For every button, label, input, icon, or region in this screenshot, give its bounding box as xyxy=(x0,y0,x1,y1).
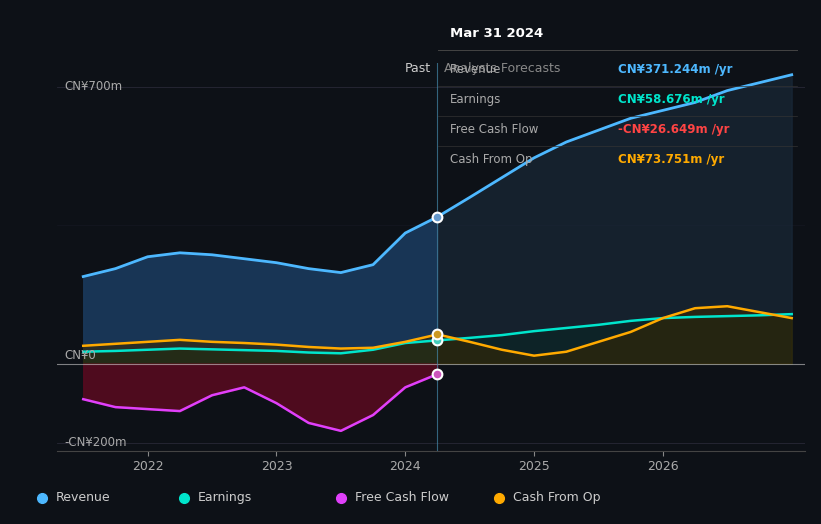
Text: Earnings: Earnings xyxy=(198,492,252,504)
Text: CN¥0: CN¥0 xyxy=(64,348,96,362)
Text: Revenue: Revenue xyxy=(450,63,501,77)
Text: Free Cash Flow: Free Cash Flow xyxy=(450,123,538,136)
Text: CN¥58.676m /yr: CN¥58.676m /yr xyxy=(617,93,724,106)
Text: Mar 31 2024: Mar 31 2024 xyxy=(450,27,543,40)
Text: CN¥73.751m /yr: CN¥73.751m /yr xyxy=(617,152,724,166)
Text: Cash From Op: Cash From Op xyxy=(513,492,600,504)
Text: Revenue: Revenue xyxy=(56,492,111,504)
Text: Analysts Forecasts: Analysts Forecasts xyxy=(444,62,560,75)
Text: Cash From Op: Cash From Op xyxy=(450,152,532,166)
Text: Free Cash Flow: Free Cash Flow xyxy=(355,492,449,504)
Text: Earnings: Earnings xyxy=(450,93,501,106)
Text: -CN¥26.649m /yr: -CN¥26.649m /yr xyxy=(617,123,729,136)
Text: -CN¥200m: -CN¥200m xyxy=(64,436,126,449)
Text: Past: Past xyxy=(405,62,431,75)
Text: CN¥700m: CN¥700m xyxy=(64,80,122,93)
Text: CN¥371.244m /yr: CN¥371.244m /yr xyxy=(617,63,732,77)
